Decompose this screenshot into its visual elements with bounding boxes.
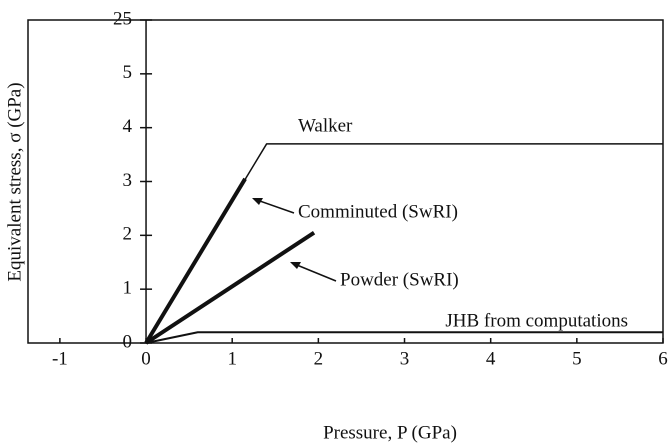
plot-frame — [27, 19, 664, 344]
y-tick-label: 25 — [113, 8, 132, 29]
y-tick-label: 0 — [123, 331, 133, 352]
series-line — [144, 230, 316, 345]
x-tick-label: 3 — [400, 348, 410, 369]
series-label: Walker — [298, 115, 353, 136]
arrow — [291, 262, 337, 282]
y-tick-label: 1 — [123, 278, 133, 299]
x-tick-label: -1 — [52, 348, 68, 369]
x-tick-label: 4 — [486, 348, 496, 369]
y-axis-label: Equivalent stress, σ (GPa) — [4, 82, 25, 281]
arrowhead — [290, 262, 301, 269]
arrowhead — [252, 198, 263, 205]
series-label: JHB from computations — [445, 310, 628, 331]
series-label: Comminuted (SwRI) — [298, 201, 458, 222]
series-line — [145, 331, 663, 344]
x-tick-label: 1 — [227, 348, 237, 369]
y-tick-label: 4 — [123, 116, 133, 137]
x-axis-label: Pressure, P (GPa) — [323, 422, 457, 443]
x-tick-label: 5 — [572, 348, 582, 369]
y-tick-label: 2 — [123, 224, 133, 245]
y-tick-label: 5 — [123, 62, 133, 83]
series-label: Powder (SwRI) — [340, 269, 459, 290]
x-tick-label: 2 — [314, 348, 324, 369]
x-tick-label: 6 — [658, 348, 668, 369]
x-tick-label: 0 — [141, 348, 151, 369]
series-line — [144, 177, 247, 345]
y-tick-label: 3 — [123, 170, 133, 191]
